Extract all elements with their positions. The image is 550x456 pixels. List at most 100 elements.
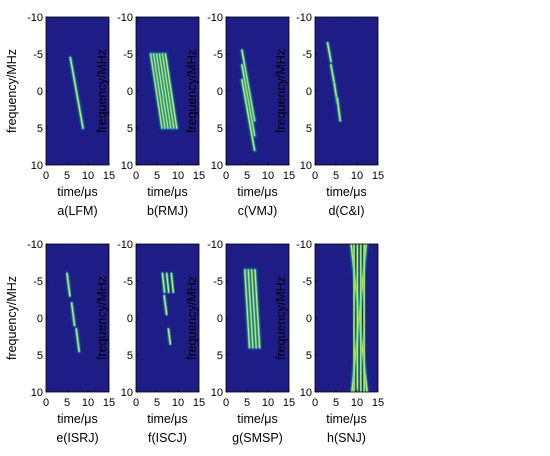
signal-stroke-0 bbox=[325, 40, 334, 64]
x-tick-label: 10 bbox=[82, 397, 94, 409]
signal-stroke-2 bbox=[154, 51, 171, 131]
y-axis-label: frequency/MHz bbox=[185, 49, 199, 133]
x-axis-label: time/μs bbox=[326, 412, 367, 426]
y-axis-label: frequency/MHz bbox=[5, 49, 19, 133]
x-tick-label: 15 bbox=[372, 170, 384, 182]
x-tick-label: 5 bbox=[154, 170, 160, 182]
y-axis-label: frequency/MHz bbox=[185, 276, 199, 360]
y-tick-label: 5 bbox=[127, 123, 133, 135]
signal-stroke-2 bbox=[74, 327, 82, 354]
x-tick-label: 10 bbox=[262, 170, 274, 182]
x-tick-label: 0 bbox=[43, 170, 49, 182]
panel-caption: e(ISRJ) bbox=[56, 431, 98, 445]
x-axis-label: time/μs bbox=[147, 185, 188, 199]
y-tick-label: 10 bbox=[300, 160, 312, 172]
y-axis-label: frequency/MHz bbox=[274, 49, 288, 133]
y-tick-label: -5 bbox=[302, 49, 312, 61]
x-tick-label: 0 bbox=[312, 170, 318, 182]
signal-stroke-3 bbox=[335, 96, 343, 123]
panel-caption: c(VMJ) bbox=[238, 204, 278, 218]
panel-caption: f(ISCJ) bbox=[148, 431, 187, 445]
plot-area bbox=[315, 17, 378, 165]
x-axis-label: time/μs bbox=[237, 412, 278, 426]
x-axis-label: time/μs bbox=[326, 185, 367, 199]
y-tick-label: 0 bbox=[127, 86, 133, 98]
y-tick-label: 5 bbox=[306, 123, 312, 135]
signal-stroke-1 bbox=[151, 51, 168, 131]
signal-stroke-3 bbox=[162, 293, 169, 317]
x-tick-label: 5 bbox=[64, 397, 70, 409]
signal-stroke-1 bbox=[69, 301, 77, 328]
x-tick-label: 0 bbox=[223, 397, 229, 409]
y-axis-label: frequency/MHz bbox=[274, 276, 288, 360]
x-tick-label: 5 bbox=[244, 397, 250, 409]
x-tick-label: 10 bbox=[82, 170, 94, 182]
x-tick-label: 15 bbox=[193, 170, 205, 182]
plot-area bbox=[315, 244, 378, 392]
y-tick-label: -10 bbox=[117, 239, 133, 251]
signal-stroke-2 bbox=[239, 77, 257, 153]
signal-stroke-4 bbox=[160, 51, 176, 131]
signal-stroke-2 bbox=[249, 267, 259, 350]
y-tick-label: 10 bbox=[211, 387, 223, 399]
y-tick-label: 10 bbox=[121, 160, 133, 172]
y-tick-label: 5 bbox=[217, 123, 223, 135]
x-tick-label: 10 bbox=[172, 397, 184, 409]
x-tick-label: 5 bbox=[333, 170, 339, 182]
y-tick-label: 0 bbox=[306, 313, 312, 325]
y-tick-label: -5 bbox=[213, 49, 223, 61]
x-tick-label: 0 bbox=[223, 170, 229, 182]
x-tick-label: 15 bbox=[283, 397, 295, 409]
y-tick-label: 0 bbox=[217, 313, 223, 325]
signal-stroke-1 bbox=[246, 267, 255, 350]
y-tick-label: 10 bbox=[211, 160, 223, 172]
y-tick-label: 5 bbox=[127, 350, 133, 362]
y-tick-label: -5 bbox=[33, 49, 43, 61]
x-axis-label: time/μs bbox=[57, 185, 98, 199]
panel-caption: d(C&I) bbox=[328, 204, 364, 218]
y-tick-label: -10 bbox=[117, 12, 133, 24]
panel-caption: b(RMJ) bbox=[147, 204, 188, 218]
x-tick-label: 0 bbox=[133, 170, 139, 182]
y-tick-label: -10 bbox=[296, 12, 312, 24]
signal-stroke-4 bbox=[166, 327, 173, 346]
panel-caption: g(SMSP) bbox=[232, 431, 283, 445]
x-tick-label: 10 bbox=[172, 170, 184, 182]
x-tick-label: 10 bbox=[351, 170, 363, 182]
y-tick-label: 10 bbox=[300, 387, 312, 399]
x-tick-label: 10 bbox=[351, 397, 363, 409]
y-tick-label: -10 bbox=[27, 12, 43, 24]
y-tick-label: -5 bbox=[33, 276, 43, 288]
signal-stroke-1 bbox=[164, 271, 171, 295]
x-tick-label: 5 bbox=[154, 397, 160, 409]
plot-area bbox=[136, 244, 199, 392]
y-tick-label: -10 bbox=[207, 239, 223, 251]
y-tick-label: 10 bbox=[121, 387, 133, 399]
y-tick-label: 5 bbox=[217, 350, 223, 362]
signal-stroke-0 bbox=[242, 267, 252, 350]
panel-caption: a(LFM) bbox=[57, 204, 97, 218]
x-tick-label: 0 bbox=[133, 397, 139, 409]
y-axis-label: frequency/MHz bbox=[95, 49, 109, 133]
signal-stroke-1 bbox=[239, 62, 257, 138]
x-tick-label: 0 bbox=[43, 397, 49, 409]
x-tick-label: 10 bbox=[262, 397, 274, 409]
plot-area bbox=[46, 244, 109, 392]
x-tick-label: 15 bbox=[283, 170, 295, 182]
x-tick-label: 5 bbox=[64, 170, 70, 182]
signal-stroke-0 bbox=[68, 55, 86, 131]
signal-stroke-0 bbox=[148, 51, 165, 131]
y-tick-label: -10 bbox=[207, 12, 223, 24]
signal-stroke-0 bbox=[160, 271, 167, 295]
y-tick-label: 10 bbox=[31, 160, 43, 172]
y-tick-label: 5 bbox=[37, 350, 43, 362]
x-tick-label: 15 bbox=[372, 397, 384, 409]
signal-stroke-3 bbox=[157, 51, 173, 131]
